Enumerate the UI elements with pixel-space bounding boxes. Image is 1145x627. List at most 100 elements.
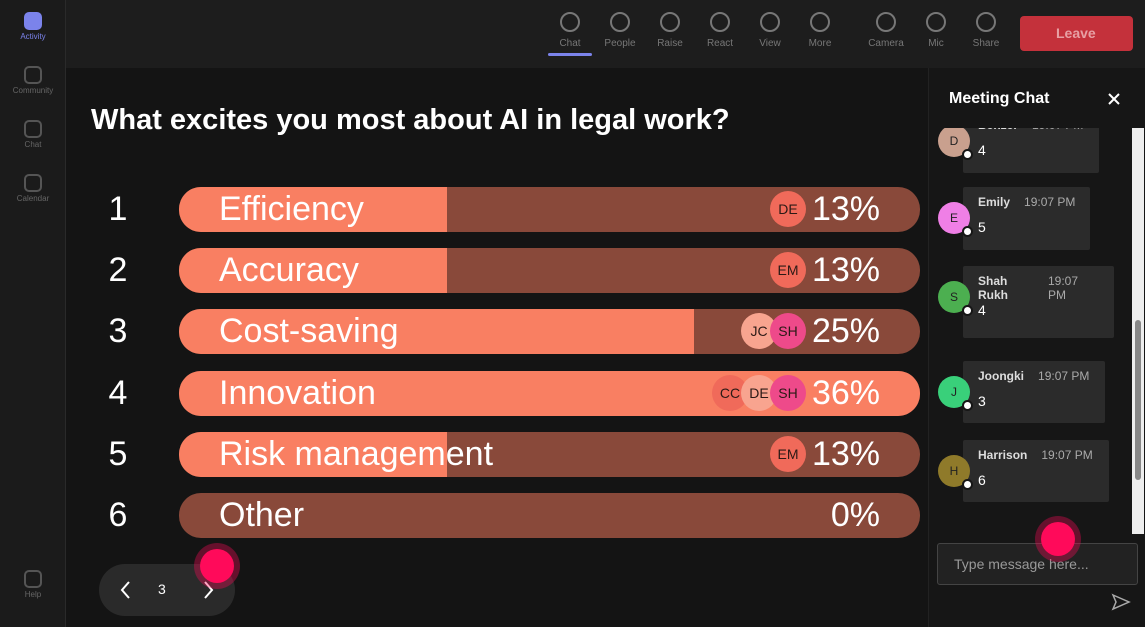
sender-name: Joongki [978, 369, 1025, 383]
cursor-dot [200, 549, 234, 583]
toolbar-button[interactable]: Share [966, 12, 1006, 49]
rail-icon [24, 120, 42, 138]
option-bar[interactable]: Cost-saving 25% JC SH [179, 309, 920, 355]
leave-button[interactable]: Leave [1020, 16, 1133, 51]
toolbar [66, 0, 1145, 68]
voter-avatar: DE [770, 191, 806, 227]
voter-avatar: SH [770, 313, 806, 350]
toolbar-button[interactable]: Mic [916, 12, 956, 49]
toolbar-icon [760, 12, 780, 32]
status-dot [962, 149, 973, 160]
toolbar-label: React [706, 38, 734, 49]
toolbar-button[interactable]: Camera [866, 12, 906, 49]
toolbar-button[interactable]: Raise [650, 12, 690, 49]
toolbar-icon [560, 12, 580, 32]
message-text: 5 [978, 219, 986, 235]
toolbar-label: Raise [657, 38, 683, 49]
page-number: 3 [158, 581, 166, 597]
option-rank: 3 [108, 312, 128, 351]
voter-avatar: EM [770, 252, 806, 289]
rail-icon [24, 570, 42, 588]
sender-name: Shah Rukh [978, 274, 1008, 302]
option-percent: 0% [830, 496, 880, 534]
option-rank: 2 [108, 251, 128, 290]
toolbar-button[interactable]: React [700, 12, 740, 49]
status-dot [962, 400, 973, 411]
status-dot [962, 479, 973, 490]
message-text: 4 [978, 142, 986, 158]
option-percent: 13% [811, 434, 880, 473]
option-percent: 36% [811, 373, 880, 412]
toolbar-label: Camera [868, 38, 904, 49]
chat-message: Benzer 19:07 PM 4 [963, 128, 1099, 173]
option-label: Other [219, 496, 305, 534]
message-time: 19:07 PM [1048, 274, 1079, 302]
option-rank: 5 [108, 434, 128, 473]
option-bar[interactable]: Accuracy 13% EM [179, 248, 920, 294]
option-percent: 13% [811, 190, 880, 228]
voter-avatar: SH [770, 374, 806, 411]
option-label: Risk management [219, 434, 494, 473]
toolbar-button[interactable]: View [750, 12, 790, 49]
rail-label: Activity [20, 32, 46, 41]
option-fill [179, 248, 447, 294]
option-fill [179, 309, 694, 355]
scrollbar[interactable] [1132, 128, 1144, 534]
option-bar[interactable]: Risk management 13% EM [179, 431, 920, 477]
sender-name: Emily [978, 195, 1011, 209]
chat-message: Harrison 19:07 PM 6 [963, 440, 1109, 502]
toolbar-icon [926, 12, 946, 32]
voter-avatar: EM [770, 435, 806, 472]
chat-message: Joongki 19:07 PM 3 [963, 361, 1105, 423]
rail-item[interactable]: Help [0, 570, 66, 599]
option-bar[interactable]: Innovation 36% CC DE SH [179, 370, 920, 416]
message-text: 4 [978, 302, 986, 318]
toolbar-icon [710, 12, 730, 32]
rail-item[interactable]: Chat [0, 120, 66, 149]
toolbar-label: Mic [928, 38, 944, 49]
message-text: 6 [978, 472, 986, 488]
rail-icon [24, 174, 42, 192]
close-button[interactable] [1107, 92, 1121, 106]
rail-icon [24, 12, 42, 30]
cursor-dot [1041, 522, 1075, 556]
message-time: 19:07 PM [1041, 448, 1093, 462]
toolbar-button[interactable]: More [800, 12, 840, 49]
toolbar-label: View [759, 38, 781, 49]
message-time: 19:07 PM [1038, 369, 1090, 383]
toolbar-icon [810, 12, 830, 32]
option-label: Cost-saving [219, 312, 399, 351]
poll-question: What excites you most about AI in legal … [91, 104, 730, 136]
rail-label: Help [24, 590, 42, 599]
rail-item[interactable]: Activity [0, 12, 66, 41]
toolbar-icon [610, 12, 630, 32]
option-bar[interactable]: Other 0% [179, 493, 920, 538]
option-rank: 4 [108, 373, 128, 412]
rail-item[interactable]: Calendar [0, 174, 66, 203]
status-dot [962, 226, 973, 237]
option-label: Innovation [219, 373, 376, 412]
toolbar-label: People [604, 38, 636, 49]
send-button[interactable] [1111, 592, 1131, 612]
message-time: 19:07 PM [1024, 195, 1076, 209]
option-label: Accuracy [219, 251, 359, 290]
toolbar-icon [876, 12, 896, 32]
message-time: 19:07 PM [1032, 128, 1083, 132]
rail-item[interactable]: Community [0, 66, 66, 95]
option-fill [179, 187, 447, 232]
toolbar-label: Share [972, 38, 1000, 49]
pager-arrows[interactable] [99, 564, 235, 616]
app-rail [0, 0, 66, 627]
toolbar-icon [976, 12, 996, 32]
active-indicator [548, 53, 592, 56]
message-text: 3 [978, 393, 986, 409]
message-input[interactable]: Type message here... [937, 543, 1138, 585]
toolbar-button[interactable]: People [600, 12, 640, 49]
option-bar[interactable]: Efficiency 13% DE [179, 187, 920, 232]
status-dot [962, 305, 973, 316]
option-rank: 1 [108, 190, 128, 228]
rail-label: Calendar [16, 194, 50, 203]
toolbar-button[interactable]: Chat [548, 12, 592, 56]
